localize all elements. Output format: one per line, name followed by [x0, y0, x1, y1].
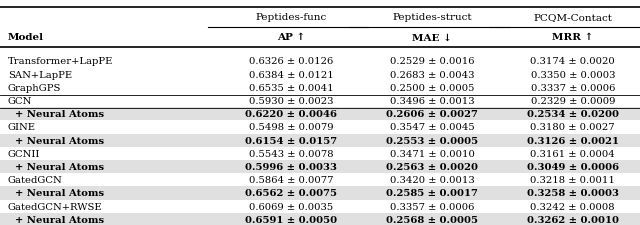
Text: + Neural Atoms: + Neural Atoms — [8, 162, 104, 171]
Text: 0.3547 ± 0.0045: 0.3547 ± 0.0045 — [390, 123, 474, 132]
Text: 0.6562 ± 0.0075: 0.6562 ± 0.0075 — [245, 189, 337, 198]
Text: 0.5864 ± 0.0077: 0.5864 ± 0.0077 — [249, 176, 333, 184]
Text: 0.6154 ± 0.0157: 0.6154 ± 0.0157 — [245, 136, 337, 145]
Text: Model: Model — [8, 33, 44, 42]
Text: 0.2683 ± 0.0043: 0.2683 ± 0.0043 — [390, 70, 474, 79]
Text: GINE: GINE — [8, 123, 36, 132]
Text: GCN: GCN — [8, 97, 32, 106]
Bar — [0, 108, 640, 121]
Text: 0.2606 ± 0.0027: 0.2606 ± 0.0027 — [386, 110, 478, 119]
Text: 0.3420 ± 0.0013: 0.3420 ± 0.0013 — [390, 176, 474, 184]
Text: 0.3262 ± 0.0010: 0.3262 ± 0.0010 — [527, 215, 619, 224]
Text: 0.2568 ± 0.0005: 0.2568 ± 0.0005 — [386, 215, 478, 224]
Text: 0.3357 ± 0.0006: 0.3357 ± 0.0006 — [390, 202, 474, 211]
Text: 0.3174 ± 0.0020: 0.3174 ± 0.0020 — [531, 57, 615, 66]
Text: 0.3471 ± 0.0010: 0.3471 ± 0.0010 — [390, 149, 474, 158]
Text: 0.2553 ± 0.0005: 0.2553 ± 0.0005 — [386, 136, 478, 145]
Text: 0.2534 ± 0.0200: 0.2534 ± 0.0200 — [527, 110, 619, 119]
Text: 0.5996 ± 0.0033: 0.5996 ± 0.0033 — [245, 162, 337, 171]
Text: 0.2329 ± 0.0009: 0.2329 ± 0.0009 — [531, 97, 615, 106]
Bar — [0, 134, 640, 147]
Text: SAN+LapPE: SAN+LapPE — [8, 70, 72, 79]
Text: 0.3161 ± 0.0004: 0.3161 ± 0.0004 — [531, 149, 615, 158]
Text: Peptides-struct: Peptides-struct — [392, 14, 472, 22]
Text: 0.3218 ± 0.0011: 0.3218 ± 0.0011 — [531, 176, 615, 184]
Text: 0.2529 ± 0.0016: 0.2529 ± 0.0016 — [390, 57, 474, 66]
Text: + Neural Atoms: + Neural Atoms — [8, 189, 104, 198]
Text: AP ↑: AP ↑ — [277, 33, 305, 42]
Text: PCQM-Contact: PCQM-Contact — [533, 14, 612, 22]
Text: GatedGCN+RWSE: GatedGCN+RWSE — [8, 202, 102, 211]
Text: 0.6069 ± 0.0035: 0.6069 ± 0.0035 — [249, 202, 333, 211]
Text: 0.2500 ± 0.0005: 0.2500 ± 0.0005 — [390, 83, 474, 92]
Text: + Neural Atoms: + Neural Atoms — [8, 110, 104, 119]
Bar — [0, 213, 640, 225]
Text: 0.3337 ± 0.0006: 0.3337 ± 0.0006 — [531, 83, 615, 92]
Text: 0.6384 ± 0.0121: 0.6384 ± 0.0121 — [249, 70, 333, 79]
Text: 0.3180 ± 0.0027: 0.3180 ± 0.0027 — [531, 123, 615, 132]
Bar — [0, 160, 640, 173]
Text: 0.5930 ± 0.0023: 0.5930 ± 0.0023 — [249, 97, 333, 106]
Text: 0.2563 ± 0.0020: 0.2563 ± 0.0020 — [386, 162, 478, 171]
Text: + Neural Atoms: + Neural Atoms — [8, 215, 104, 224]
Text: GCNII: GCNII — [8, 149, 40, 158]
Text: Peptides-func: Peptides-func — [255, 14, 327, 22]
Text: 0.5498 ± 0.0079: 0.5498 ± 0.0079 — [249, 123, 333, 132]
Text: 0.5543 ± 0.0078: 0.5543 ± 0.0078 — [249, 149, 333, 158]
Text: 0.6591 ± 0.0050: 0.6591 ± 0.0050 — [245, 215, 337, 224]
Text: 0.3350 ± 0.0003: 0.3350 ± 0.0003 — [531, 70, 615, 79]
Bar — [0, 187, 640, 200]
Text: Transformer+LapPE: Transformer+LapPE — [8, 57, 113, 66]
Text: 0.3258 ± 0.0003: 0.3258 ± 0.0003 — [527, 189, 619, 198]
Text: GatedGCN: GatedGCN — [8, 176, 63, 184]
Text: 0.6326 ± 0.0126: 0.6326 ± 0.0126 — [249, 57, 333, 66]
Text: + Neural Atoms: + Neural Atoms — [8, 136, 104, 145]
Text: 0.2585 ± 0.0017: 0.2585 ± 0.0017 — [386, 189, 478, 198]
Text: 0.3049 ± 0.0006: 0.3049 ± 0.0006 — [527, 162, 619, 171]
Text: 0.3126 ± 0.0021: 0.3126 ± 0.0021 — [527, 136, 619, 145]
Text: 0.6535 ± 0.0041: 0.6535 ± 0.0041 — [249, 83, 333, 92]
Text: 0.3496 ± 0.0013: 0.3496 ± 0.0013 — [390, 97, 474, 106]
Text: 0.3242 ± 0.0008: 0.3242 ± 0.0008 — [531, 202, 615, 211]
Text: MRR ↑: MRR ↑ — [552, 33, 593, 42]
Text: MAE ↓: MAE ↓ — [412, 33, 452, 42]
Text: 0.6220 ± 0.0046: 0.6220 ± 0.0046 — [245, 110, 337, 119]
Text: GraphGPS: GraphGPS — [8, 83, 61, 92]
